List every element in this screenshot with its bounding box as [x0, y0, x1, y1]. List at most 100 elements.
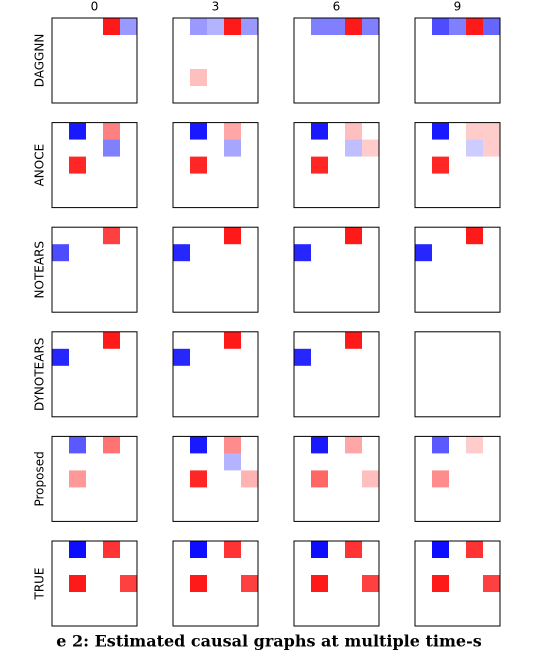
cell — [328, 453, 346, 471]
panel-frame — [51, 122, 138, 209]
cell — [311, 470, 329, 488]
cell — [52, 592, 70, 610]
cell — [311, 69, 329, 87]
cell — [86, 558, 104, 576]
cell — [449, 592, 467, 610]
cell — [466, 156, 484, 174]
cell — [294, 278, 312, 296]
cell — [328, 278, 346, 296]
cell — [173, 592, 191, 610]
cell — [311, 244, 329, 262]
cell — [311, 295, 329, 313]
cell — [483, 504, 501, 522]
cell — [415, 173, 433, 191]
cell — [466, 365, 484, 384]
cell — [466, 122, 484, 140]
cell — [466, 399, 484, 418]
cell — [294, 541, 312, 559]
cell — [224, 504, 242, 522]
cell — [483, 18, 501, 36]
cell — [120, 382, 138, 401]
cell — [190, 173, 208, 191]
cell — [173, 122, 191, 140]
cell — [69, 609, 87, 627]
cell — [52, 190, 70, 208]
cell — [207, 295, 225, 313]
cell — [466, 348, 484, 367]
cell — [466, 86, 484, 104]
cell — [294, 261, 312, 279]
cell — [241, 541, 259, 559]
cell — [415, 190, 433, 208]
cell — [241, 558, 259, 576]
cell — [311, 190, 329, 208]
cell — [69, 487, 87, 505]
cell — [328, 504, 346, 522]
cell — [483, 69, 501, 87]
cell — [432, 173, 450, 191]
cell — [362, 558, 380, 576]
cell — [120, 173, 138, 191]
cell — [120, 487, 138, 505]
cell — [449, 278, 467, 296]
cell — [415, 122, 433, 140]
cell — [190, 331, 208, 350]
cell — [224, 575, 242, 593]
cell — [432, 504, 450, 522]
cell — [207, 35, 225, 53]
cell — [190, 348, 208, 367]
cell — [449, 227, 467, 245]
cell — [103, 504, 121, 522]
cell — [173, 470, 191, 488]
cell — [241, 575, 259, 593]
panel-frame — [293, 17, 380, 104]
cell — [241, 173, 259, 191]
cell — [483, 295, 501, 313]
cell — [86, 331, 104, 350]
panel-frame — [414, 17, 501, 104]
cell — [207, 156, 225, 174]
cell — [52, 156, 70, 174]
cell — [69, 122, 87, 140]
cell — [466, 382, 484, 401]
cell — [483, 609, 501, 627]
caption: e 2: Estimated causal graphs at multiple… — [56, 632, 481, 651]
cell — [483, 382, 501, 401]
cell — [415, 139, 433, 157]
cell — [415, 558, 433, 576]
cell — [345, 18, 363, 36]
cell — [173, 18, 191, 36]
cell — [103, 541, 121, 559]
cell — [86, 609, 104, 627]
cell — [432, 139, 450, 157]
cell — [120, 541, 138, 559]
row-label: DAGGNN — [33, 34, 47, 88]
cell — [345, 244, 363, 262]
cell — [241, 18, 259, 36]
cell — [69, 453, 87, 471]
cell — [241, 244, 259, 262]
cell — [449, 122, 467, 140]
cell — [173, 278, 191, 296]
cell — [190, 69, 208, 87]
panel-frame — [172, 331, 259, 418]
cell — [362, 609, 380, 627]
cell — [483, 487, 501, 505]
cell — [224, 541, 242, 559]
cell — [52, 86, 70, 104]
cell — [103, 86, 121, 104]
cell — [86, 487, 104, 505]
cell — [466, 453, 484, 471]
cell — [449, 470, 467, 488]
cell — [362, 575, 380, 593]
cell — [362, 295, 380, 313]
cell — [362, 348, 380, 367]
cell — [120, 365, 138, 384]
cell — [241, 52, 259, 70]
cell — [120, 295, 138, 313]
panel-frame — [172, 17, 259, 104]
panel-frame — [293, 122, 380, 209]
cell — [52, 331, 70, 350]
cell — [328, 487, 346, 505]
